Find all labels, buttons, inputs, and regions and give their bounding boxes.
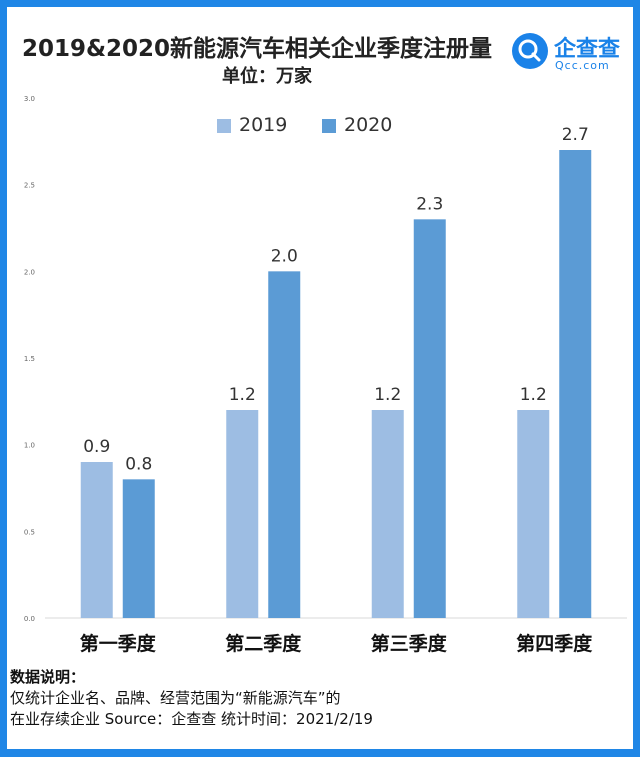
bar-2019-1 xyxy=(80,462,113,618)
bar-2019-4 xyxy=(517,410,550,618)
bar-2019-3 xyxy=(371,410,404,618)
legend-swatch-2020 xyxy=(322,119,336,133)
qcc-logo: 企查查 Qcc.com xyxy=(512,29,633,79)
data-label-2019-1: 0.9 xyxy=(83,437,110,457)
data-label-2020-3: 2.3 xyxy=(416,194,443,214)
data-label-2019-3: 1.2 xyxy=(374,385,401,405)
y-tick-label: 0.0 xyxy=(24,615,35,623)
legend-swatch-2019 xyxy=(217,119,231,133)
data-notes: 数据说明： 仅统计企业名、品牌、经营范围为“新能源汽车”的 在业存续企业 Sou… xyxy=(10,667,373,730)
category-label-4: 第四季度 xyxy=(516,632,593,655)
data-label-2020-4: 2.7 xyxy=(562,125,589,145)
bar-2020-2 xyxy=(268,271,301,618)
notes-line-1: 仅统计企业名、品牌、经营范围为“新能源汽车”的 xyxy=(10,689,341,707)
category-label-2: 第二季度 xyxy=(225,632,302,655)
data-label-2020-2: 2.0 xyxy=(271,246,298,266)
logo-text-cn: 企查查 xyxy=(554,37,621,62)
y-tick-label: 3.0 xyxy=(24,95,35,103)
y-tick-label: 0.5 xyxy=(24,528,35,536)
category-label-1: 第一季度 xyxy=(80,632,157,655)
bar-2020-4 xyxy=(559,150,592,618)
data-label-2019-2: 1.2 xyxy=(229,385,256,405)
category-label-3: 第三季度 xyxy=(371,632,448,655)
bar-chart: 0.0 0.5 1.0 1.5 2.0 2.5 3.0 0.9 0.8 第一季度 1.2 2.0 第二季… xyxy=(24,95,627,655)
legend-label-2020: 2020 xyxy=(344,114,393,136)
y-tick-label: 2.0 xyxy=(24,268,35,276)
y-tick-label: 2.5 xyxy=(24,182,35,190)
chart-title: 2019&2020新能源汽车相关企业季度注册量 xyxy=(21,36,493,62)
chart-frame: 2019&2020新能源汽车相关企业季度注册量 单位：万家 企查查 Qcc.co… xyxy=(7,7,633,749)
bar-2020-3 xyxy=(413,219,446,619)
y-tick-label: 1.5 xyxy=(24,355,35,363)
chart-subtitle: 单位：万家 xyxy=(222,66,312,87)
notes-heading: 数据说明： xyxy=(10,668,86,686)
data-label-2019-4: 1.2 xyxy=(520,385,547,405)
bar-2019-2 xyxy=(226,410,259,618)
legend-label-2019: 2019 xyxy=(239,114,288,136)
logo-text-en: Qcc.com xyxy=(555,59,610,72)
data-label-2020-1: 0.8 xyxy=(125,454,152,474)
notes-line-2: 在业存续企业 Source：企查查 统计时间：2021/2/19 xyxy=(10,710,373,728)
qcc-logo-icon xyxy=(512,33,548,69)
y-tick-label: 1.0 xyxy=(24,442,35,450)
bar-2020-1 xyxy=(122,479,155,618)
